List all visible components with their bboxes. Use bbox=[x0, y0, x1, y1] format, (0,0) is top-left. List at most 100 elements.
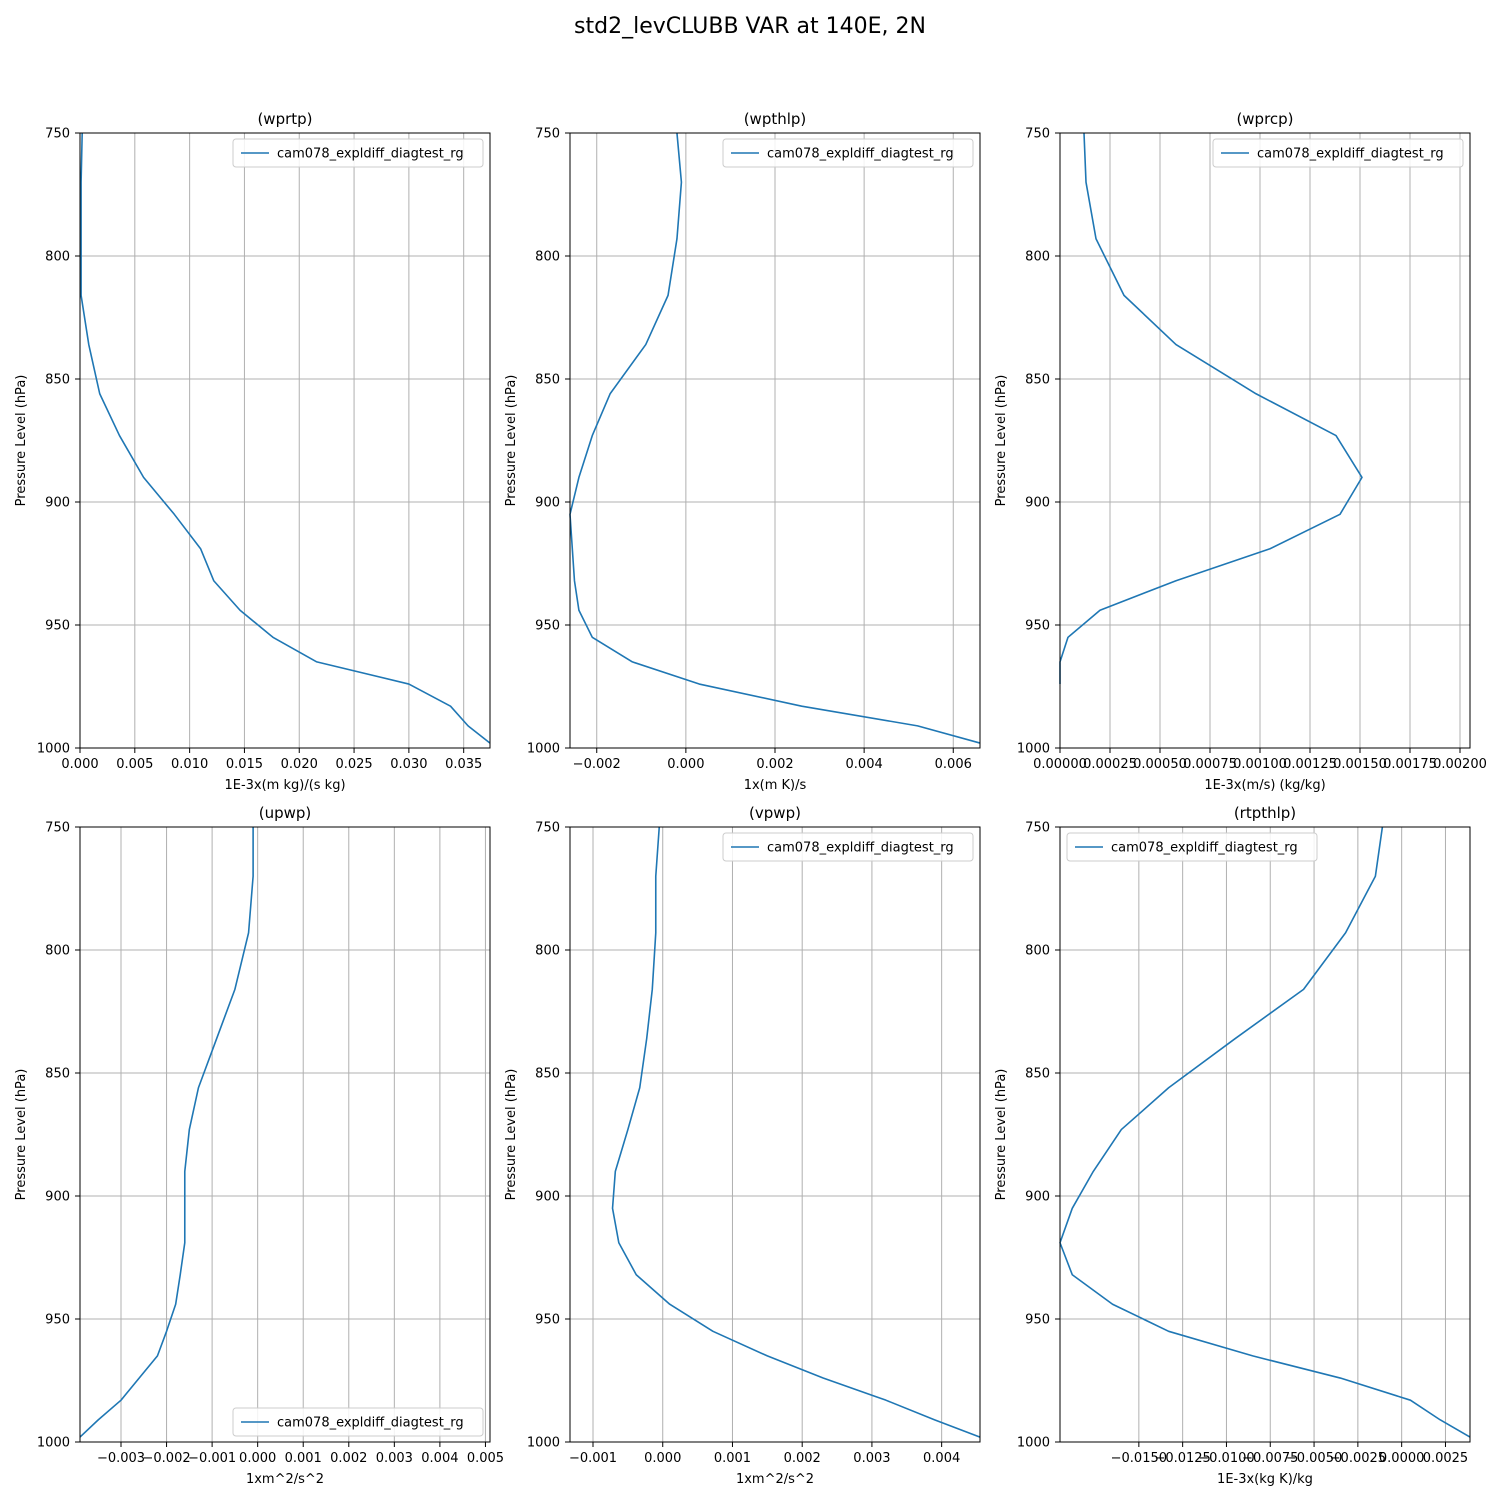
y-tick-label: 800 bbox=[535, 250, 560, 265]
x-tick-label: −0.0050 bbox=[1286, 1451, 1342, 1466]
x-tick-label: −0.001 bbox=[188, 1451, 236, 1466]
y-tick-label: 750 bbox=[535, 821, 560, 836]
x-axis-label: 1E-3x(m kg)/(s kg) bbox=[224, 778, 345, 793]
axes-frame bbox=[79, 826, 491, 1443]
axes-frame bbox=[79, 132, 491, 749]
y-tick-label: 900 bbox=[535, 1190, 560, 1205]
x-tick-label: 0.00150 bbox=[1333, 757, 1387, 772]
x-tick-label: 0.025 bbox=[335, 757, 372, 772]
legend: cam078_expldiff_diagtest_rg bbox=[722, 138, 974, 168]
y-tick-label: 1000 bbox=[527, 742, 560, 757]
legend-label: cam078_expldiff_diagtest_rg bbox=[1111, 841, 1298, 856]
subplot-title: (wpthlp) bbox=[744, 110, 807, 128]
y-tick-label: 850 bbox=[535, 1067, 560, 1082]
y-tick-label: 800 bbox=[45, 250, 70, 265]
x-tick-label: 0.00025 bbox=[1083, 757, 1137, 772]
legend: cam078_expldiff_diagtest_rg bbox=[232, 138, 484, 168]
y-tick-label: 1000 bbox=[527, 1436, 560, 1451]
x-tick-label: 0.001 bbox=[714, 1451, 751, 1466]
y-axis-label: Pressure Level (hPa) bbox=[504, 1069, 519, 1201]
y-tick-label: 1000 bbox=[1017, 742, 1050, 757]
x-tick-label: −0.0075 bbox=[1242, 1451, 1298, 1466]
subplot-wprcp: 0.000000.000250.000500.000750.001000.001… bbox=[994, 110, 1487, 793]
x-tick-label: −0.0125 bbox=[1154, 1451, 1210, 1466]
y-tick-label: 850 bbox=[1025, 1067, 1050, 1082]
x-tick-label: 0.015 bbox=[226, 757, 263, 772]
y-tick-label: 900 bbox=[1025, 496, 1050, 511]
legend-label: cam078_expldiff_diagtest_rg bbox=[277, 1416, 464, 1431]
legend-label: cam078_expldiff_diagtest_rg bbox=[767, 841, 954, 856]
y-axis-label: Pressure Level (hPa) bbox=[994, 375, 1009, 507]
x-tick-label: 0.002 bbox=[330, 1451, 367, 1466]
subplot-title: (vpwp) bbox=[749, 804, 801, 822]
x-tick-label: 0.002 bbox=[756, 757, 793, 772]
y-tick-label: 850 bbox=[535, 373, 560, 388]
x-tick-label: 0.000 bbox=[644, 1451, 681, 1466]
y-tick-label: 850 bbox=[45, 373, 70, 388]
y-tick-label: 950 bbox=[535, 619, 560, 634]
x-tick-label: 0.000 bbox=[61, 757, 98, 772]
subplot-title: (upwp) bbox=[259, 804, 312, 822]
x-tick-label: 0.0000 bbox=[1379, 1451, 1425, 1466]
y-tick-label: 950 bbox=[1025, 619, 1050, 634]
series-line bbox=[80, 132, 491, 744]
figure-suptitle: std2_levCLUBB VAR at 140E, 2N bbox=[574, 14, 926, 39]
series-line bbox=[1059, 132, 1363, 685]
x-tick-label: 0.001 bbox=[285, 1451, 322, 1466]
y-tick-label: 750 bbox=[45, 821, 70, 836]
y-tick-label: 950 bbox=[45, 1313, 70, 1328]
x-tick-label: 0.003 bbox=[376, 1451, 413, 1466]
legend-box bbox=[1212, 138, 1464, 168]
x-tick-label: 0.030 bbox=[390, 757, 427, 772]
x-tick-label: 0.00000 bbox=[1033, 757, 1087, 772]
y-tick-label: 800 bbox=[535, 944, 560, 959]
y-axis-label: Pressure Level (hPa) bbox=[994, 1069, 1009, 1201]
x-tick-label: 0.005 bbox=[467, 1451, 504, 1466]
x-tick-label: 0.00125 bbox=[1283, 757, 1337, 772]
x-tick-label: 0.00175 bbox=[1383, 757, 1437, 772]
subplot-title: (wprtp) bbox=[257, 110, 312, 128]
x-tick-label: −0.001 bbox=[569, 1451, 617, 1466]
x-tick-label: 0.000 bbox=[667, 757, 704, 772]
x-tick-label: 0.000 bbox=[239, 1451, 276, 1466]
y-tick-label: 950 bbox=[45, 619, 70, 634]
y-tick-label: 900 bbox=[45, 496, 70, 511]
y-tick-label: 750 bbox=[1025, 127, 1050, 142]
x-tick-label: −0.0150 bbox=[1111, 1451, 1167, 1466]
axes-frame bbox=[1059, 132, 1471, 749]
subplot-title: (wprcp) bbox=[1236, 110, 1293, 128]
subplot-wpthlp: −0.002 0.000 0.002 0.004 0.006 750 800 850 900 95… bbox=[504, 110, 981, 793]
x-tick-label: −0.0100 bbox=[1198, 1451, 1254, 1466]
legend-box bbox=[722, 138, 974, 168]
y-tick-label: 750 bbox=[45, 127, 70, 142]
y-axis-label: Pressure Level (hPa) bbox=[14, 1069, 29, 1201]
subplot-vpwp: −0.001 0.000 0.001 0.002 0.003 0.004 750 800 850… bbox=[504, 804, 981, 1487]
x-axis-label: 1E-3x(kg K)/kg bbox=[1217, 1472, 1313, 1487]
y-axis-label: Pressure Level (hPa) bbox=[14, 375, 29, 507]
y-tick-label: 900 bbox=[45, 1190, 70, 1205]
x-tick-label: 0.00100 bbox=[1233, 757, 1287, 772]
x-tick-label: −0.003 bbox=[97, 1451, 145, 1466]
x-tick-label: 0.00050 bbox=[1133, 757, 1187, 772]
y-tick-label: 850 bbox=[1025, 373, 1050, 388]
y-tick-label: 1000 bbox=[37, 742, 70, 757]
legend: cam078_expldiff_diagtest_rg bbox=[722, 832, 974, 862]
legend: cam078_expldiff_diagtest_rg bbox=[232, 1407, 484, 1437]
legend-box bbox=[232, 1407, 484, 1437]
legend-label: cam078_expldiff_diagtest_rg bbox=[277, 147, 464, 162]
legend-label: cam078_expldiff_diagtest_rg bbox=[767, 147, 954, 162]
series-line bbox=[1059, 826, 1471, 1438]
series-line bbox=[611, 826, 981, 1438]
x-tick-label: 0.004 bbox=[421, 1451, 458, 1466]
subplot-wprtp: 0.000 0.005 0.010 0.015 0.020 0.025 0.030 0.035… bbox=[14, 110, 491, 793]
x-axis-label: 1xm^2/s^2 bbox=[246, 1472, 324, 1487]
subplot-upwp: −0.003−0.002−0.001 0.000 0.001 0.002 0.003 0.… bbox=[14, 804, 504, 1487]
subplot-title: (rtpthlp) bbox=[1234, 804, 1296, 822]
x-axis-label: 1x(m K)/s bbox=[744, 778, 807, 793]
series-line bbox=[79, 827, 254, 1438]
axes-frame bbox=[1059, 826, 1471, 1443]
x-tick-label: 0.003 bbox=[853, 1451, 890, 1466]
x-axis-label: 1E-3x(m/s) (kg/kg) bbox=[1204, 778, 1325, 793]
axes-frame bbox=[569, 826, 981, 1443]
